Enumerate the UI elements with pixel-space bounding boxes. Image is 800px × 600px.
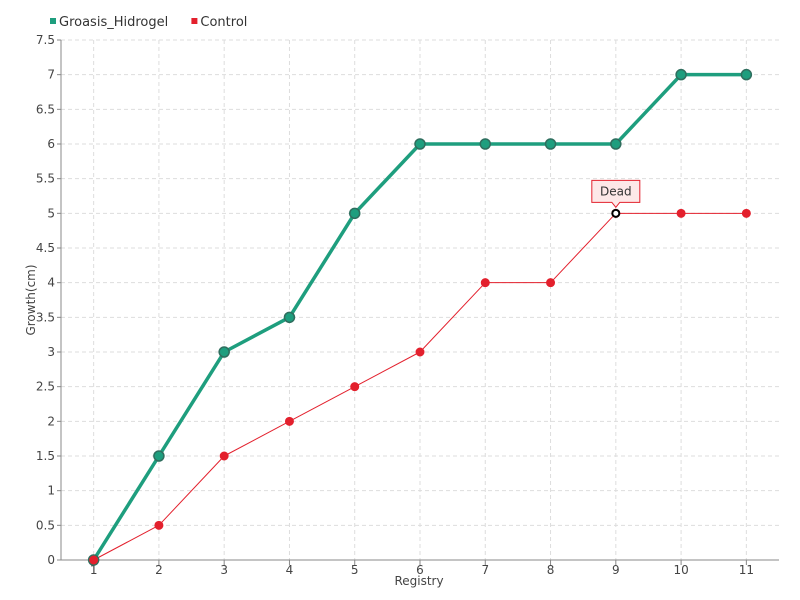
data-point[interactable] [741,208,751,218]
data-point[interactable] [283,311,296,324]
y-tick-label: 3.5 [36,310,55,324]
data-point[interactable] [610,138,622,150]
data-point[interactable] [89,555,99,565]
x-tick-label: 1 [90,563,98,577]
y-tick-label: 2.5 [36,380,55,394]
x-tick-label: 4 [286,563,294,577]
y-tick-label: 5.5 [36,172,55,186]
annotations: Dead [591,179,641,218]
x-tick-label: 10 [673,563,688,577]
data-point[interactable] [284,416,294,426]
x-tick-label: 9 [612,563,620,577]
y-tick-label: 1.5 [36,449,55,463]
tooltip-box [591,179,641,209]
y-tick-label: 1 [47,484,55,498]
data-point[interactable] [154,520,164,530]
x-tick-label: 11 [739,563,754,577]
y-axis-title: Growth(cm) [24,264,38,335]
legend[interactable]: Groasis_Hidrogel Control [50,15,247,30]
data-point[interactable] [675,68,687,81]
data-points[interactable] [87,68,753,566]
tooltip-label: Dead [600,184,632,198]
y-tick-label: 0.5 [36,518,55,532]
x-axis-title: Registry [394,574,443,588]
grid-lines [61,39,779,560]
data-point[interactable] [544,138,557,150]
y-tick-label: 6.5 [36,102,55,116]
highlighted-point [611,208,621,218]
axes: 0 0.5 1 1.5 2 2.5 3 3.5 4 4.5 5 5.5 6 6.5 7 7.5 1 2 3 4 5 6 7 8… [36,33,779,577]
x-tick-label: 7 [481,563,489,577]
data-point[interactable] [415,347,425,357]
data-point[interactable] [480,278,490,288]
data-point[interactable] [153,450,165,462]
data-point[interactable] [350,382,360,392]
data-point[interactable] [219,451,229,461]
x-tick-label: 6 [416,563,424,577]
y-tick-label: 2 [47,414,55,428]
y-tick-label: 0 [47,553,55,567]
data-point[interactable] [676,208,686,218]
data-point[interactable] [218,346,230,358]
legend-item-label[interactable]: Groasis_Hidrogel [59,15,168,30]
y-tick-label: 7.5 [36,33,55,47]
y-tick-label: 6 [47,137,55,151]
data-point[interactable] [348,207,361,220]
y-tick-label: 7 [47,68,55,82]
x-tick-label: 2 [155,563,163,577]
data-point[interactable] [546,278,556,288]
legend-swatch [191,18,198,24]
data-point[interactable] [740,68,753,81]
legend-swatch [50,18,56,24]
x-tick-label: 3 [220,563,228,577]
x-tick-label: 8 [547,563,555,577]
y-tick-label: 4 [47,276,55,290]
x-tick-label: 5 [351,563,359,577]
y-tick-label: 5 [47,206,55,220]
data-point[interactable] [414,138,426,150]
y-tick-label: 4.5 [36,241,55,255]
legend-item-label[interactable]: Control [200,15,247,30]
data-point[interactable] [479,138,492,150]
y-tick-label: 3 [47,345,55,359]
